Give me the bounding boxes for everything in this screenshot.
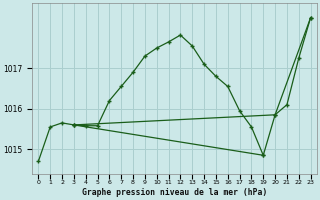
X-axis label: Graphe pression niveau de la mer (hPa): Graphe pression niveau de la mer (hPa) <box>82 188 267 197</box>
